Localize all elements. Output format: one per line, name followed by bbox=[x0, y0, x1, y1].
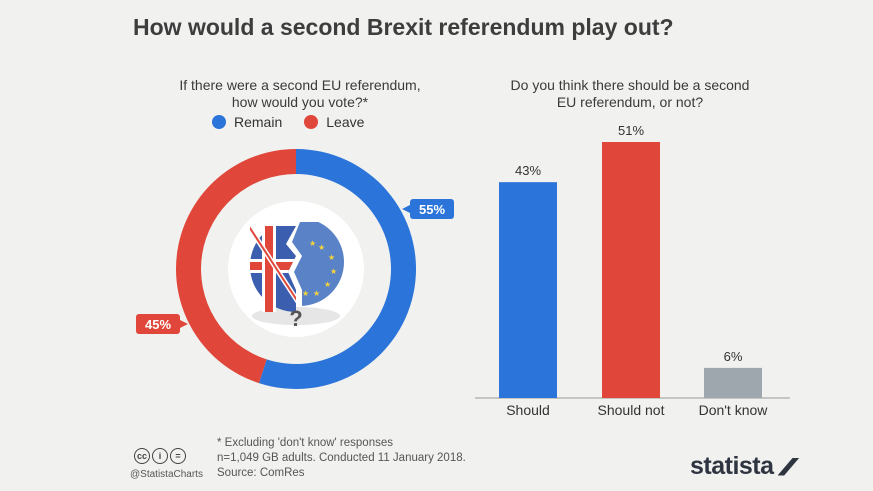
svg-text:★: ★ bbox=[309, 239, 316, 248]
attribution-icon: i bbox=[152, 448, 168, 464]
brexit-illustration-icon: ★★ ★★ ★★ ★ ? bbox=[228, 201, 364, 337]
footnotes: * Excluding 'don't know' responses n=1,0… bbox=[217, 436, 466, 481]
donut-slice-leave bbox=[176, 149, 296, 384]
bar-should bbox=[499, 182, 557, 398]
bar-value-label: 51% bbox=[618, 123, 644, 138]
statista-logo: statista bbox=[690, 452, 800, 481]
legend-swatch-remain bbox=[212, 115, 226, 129]
bar-series: 43% Should 51% Should not 6% Don't know bbox=[499, 123, 768, 418]
svg-text:★: ★ bbox=[302, 289, 309, 298]
footnote-source: Source: ComRes bbox=[217, 467, 305, 479]
svg-text:★: ★ bbox=[313, 289, 320, 298]
footnote-sample: n=1,049 GB adults. Conducted 11 January … bbox=[217, 452, 466, 464]
cc-license-icons: cc i = bbox=[134, 448, 186, 464]
donut-label-leave-text: 45% bbox=[145, 317, 171, 332]
question-mark-glyph: ? bbox=[289, 306, 302, 331]
bar-should-not bbox=[602, 142, 660, 398]
bar-value-label: 6% bbox=[724, 349, 743, 364]
bar-value-label: 43% bbox=[515, 163, 541, 178]
legend-item-leave: Leave bbox=[304, 114, 364, 130]
legend-label-remain: Remain bbox=[234, 114, 283, 130]
statista-charts-handle: @StatistaCharts bbox=[130, 469, 203, 480]
donut-slice-remain bbox=[258, 149, 416, 390]
no-derivatives-icon: = bbox=[170, 448, 186, 464]
donut-legend: Remain Leave bbox=[212, 114, 364, 130]
donut-subtitle-line-1: If there were a second EU referendum, bbox=[179, 77, 421, 93]
legend-swatch-leave bbox=[304, 115, 319, 129]
bar-category-label: Should not bbox=[598, 402, 665, 418]
bar-don-t-know bbox=[704, 367, 762, 398]
svg-text:★: ★ bbox=[330, 267, 337, 276]
donut-subtitle: If there were a second EU referendum, ho… bbox=[140, 77, 460, 111]
svg-text:★: ★ bbox=[318, 243, 325, 252]
bar-category-label: Should bbox=[506, 402, 550, 418]
bar-subtitle: Do you think there should be a second EU… bbox=[470, 77, 790, 111]
svg-text:★: ★ bbox=[324, 280, 331, 289]
bar-subtitle-line-1: Do you think there should be a second bbox=[510, 77, 750, 93]
donut-label-leave: 45% bbox=[136, 314, 188, 334]
bar-category-label: Don't know bbox=[699, 402, 769, 418]
bar-subtitle-line-2: EU referendum, or not? bbox=[556, 94, 704, 110]
donut-label-remain-text: 55% bbox=[419, 202, 445, 217]
donut-subtitle-line-2: how would you vote?* bbox=[231, 94, 369, 110]
footnote-note: * Excluding 'don't know' responses bbox=[217, 437, 393, 449]
statista-logo-icon bbox=[777, 457, 800, 476]
legend-label-leave: Leave bbox=[326, 114, 365, 130]
cc-icon: cc bbox=[134, 448, 150, 464]
statista-logo-text: statista bbox=[690, 452, 774, 480]
donut-label-remain: 55% bbox=[402, 199, 454, 219]
chart-title: How would a second Brexit referendum pla… bbox=[133, 14, 674, 40]
svg-text:★: ★ bbox=[328, 253, 335, 262]
legend-item-remain: Remain bbox=[212, 114, 282, 130]
